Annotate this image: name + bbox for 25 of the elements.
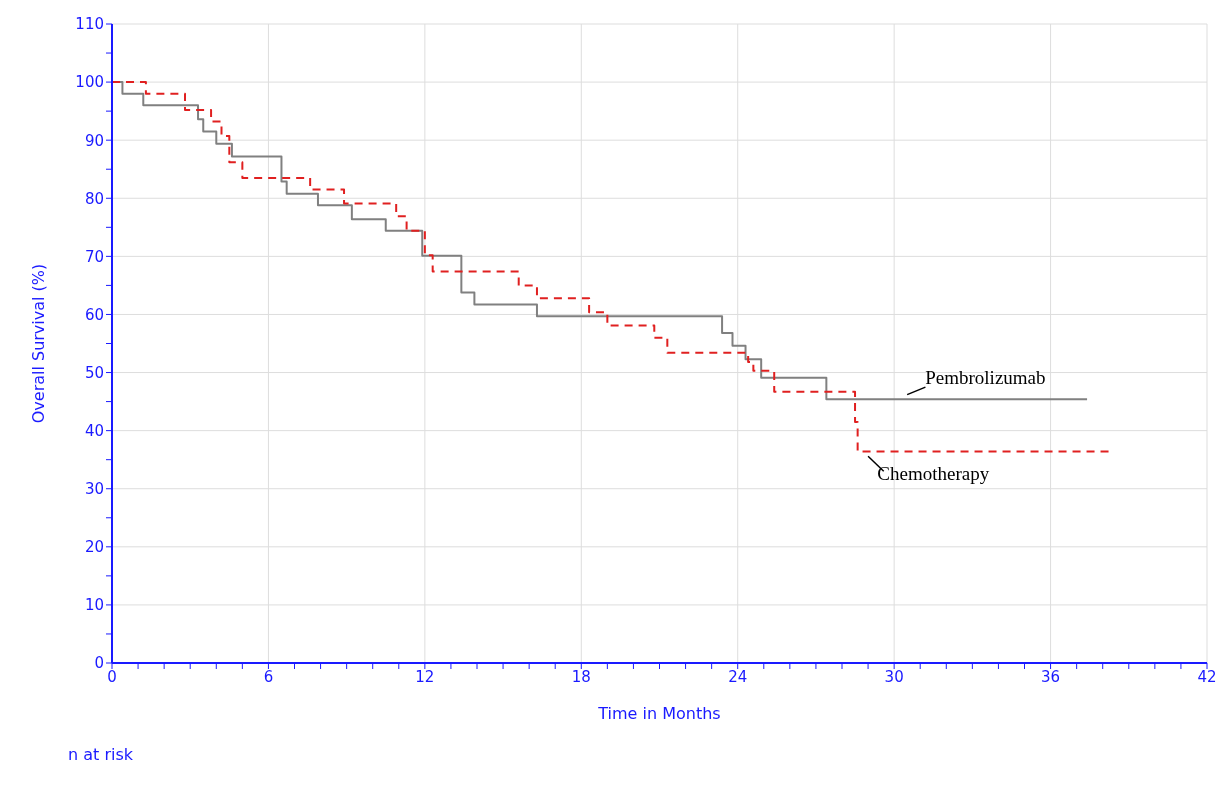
y-tick-label: 110: [75, 15, 104, 34]
x-axis-title: Time in Months: [597, 704, 721, 723]
x-tick-label: 42: [1197, 667, 1217, 686]
y-tick-label: 80: [84, 189, 104, 208]
series-label: Chemotherapy: [877, 463, 990, 485]
x-tick-label: 24: [728, 667, 748, 686]
y-axis-title: Overall Survival (%): [28, 263, 48, 424]
y-tick-label: 90: [84, 131, 104, 150]
y-tick-label: 0: [94, 654, 104, 673]
x-tick-label: 12: [415, 667, 435, 686]
x-tick-label: 18: [571, 667, 591, 686]
y-tick-label: 10: [84, 596, 104, 615]
y-tick-label: 100: [75, 73, 104, 92]
y-tick-label: 30: [84, 480, 104, 499]
x-tick-label: 30: [884, 667, 904, 686]
y-tick-label: 70: [84, 247, 104, 266]
y-tick-label: 60: [84, 305, 104, 324]
y-tick-label: 50: [84, 363, 104, 382]
y-tick-label: 40: [84, 421, 104, 440]
y-tick-label: 20: [84, 538, 104, 557]
x-tick-label: 0: [107, 667, 117, 686]
text: n at risk: [68, 745, 134, 764]
series-label: Pembrolizumab: [925, 367, 1046, 389]
x-tick-label: 36: [1041, 667, 1061, 686]
x-tick-label: 6: [263, 667, 274, 686]
